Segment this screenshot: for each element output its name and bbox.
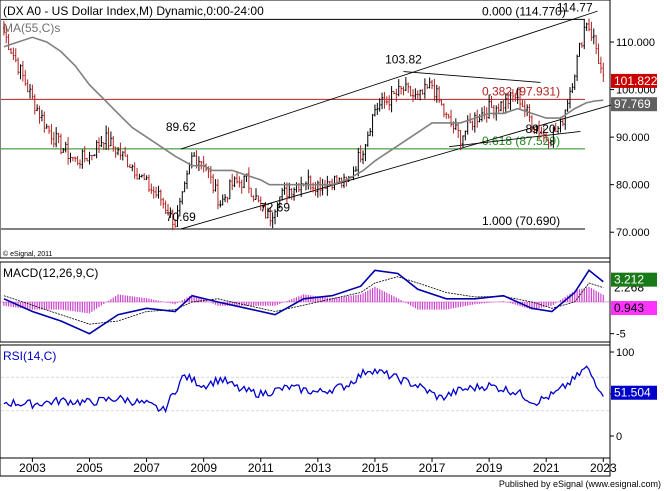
x-axis-tick-label: 2007 xyxy=(133,461,160,475)
fib-level-label: 1.000 (70.690) xyxy=(482,214,560,228)
trend-line xyxy=(180,10,598,150)
x-axis-tick-label: 2017 xyxy=(419,461,446,475)
macd-y-tick-label: -5 xyxy=(616,329,626,341)
price-annotation: 89.20 xyxy=(525,122,555,136)
x-axis-tick-label: 2021 xyxy=(533,461,560,475)
x-axis-tick-label: 2019 xyxy=(476,461,503,475)
last-price-tag: 101.822 xyxy=(614,74,658,88)
x-axis-tick-label: 2003 xyxy=(19,461,46,475)
x-axis-tick-label: 2005 xyxy=(76,461,103,475)
price-annotation: 89.62 xyxy=(166,120,196,134)
ma-value-tag: 97.769 xyxy=(614,97,651,111)
macd-plot: -5 xyxy=(1,269,626,341)
footer-credit: Published by eSignal (www.esignal.com) xyxy=(499,479,661,489)
macd-histogram-tag-bg xyxy=(611,301,657,316)
price-y-tick-label: 80.000 xyxy=(616,180,650,192)
price-annotation: 70.69 xyxy=(166,210,196,224)
rsi-title: RSI(14,C) xyxy=(3,349,56,363)
chart-title: (DX A0 - US Dollar Index,M) Dynamic,0:00… xyxy=(3,4,264,18)
price-panel xyxy=(0,0,611,259)
price-y-tick-label: 70.000 xyxy=(616,227,650,239)
macd-title: MACD(12,26,9,C) xyxy=(3,266,98,280)
last-price-tag-bg xyxy=(611,73,657,88)
macd-value-tag: 3.212 xyxy=(614,273,644,287)
trend-line xyxy=(403,71,541,83)
macd-signal-line xyxy=(3,276,604,325)
macd-line xyxy=(3,269,604,335)
rsi-panel xyxy=(0,344,611,459)
copyright-label: © eSignal, 2011 xyxy=(3,250,53,258)
trend-line xyxy=(449,130,581,148)
macd-histogram-tag: 0.943 xyxy=(614,301,644,315)
price-annotation: 103.82 xyxy=(385,52,422,66)
ma-value-tag-bg xyxy=(611,97,657,112)
fib-level-label: 0.382 (97.931) xyxy=(482,84,560,98)
fib-level-label: 0.000 (114.770) xyxy=(482,4,566,18)
x-axis-tick-label: 2015 xyxy=(362,461,389,475)
x-axis-tick-label: 2009 xyxy=(190,461,217,475)
macd-value-tag-bg xyxy=(611,272,657,287)
x-axis-tick-label: 2011 xyxy=(248,461,274,475)
price-y-tick-label: 90.000 xyxy=(616,132,650,144)
ma-label: MA(55,C)s xyxy=(3,21,60,35)
rsi-y-tick-label: 100 xyxy=(616,347,634,359)
x-axis: 2003 2005 2007 2009 2011 2013 2015 2017 2019 2021… xyxy=(19,458,617,475)
ma-line xyxy=(3,36,604,186)
rsi-y-tick-label: 0 xyxy=(616,431,622,443)
x-axis-tick-label: 2013 xyxy=(304,461,331,475)
rsi-line xyxy=(3,365,604,414)
trend-line xyxy=(180,98,632,230)
x-axis-tick-label: 2023 xyxy=(590,461,617,475)
fib-level-label: 0.618 (87.529) xyxy=(482,134,560,148)
price-annotation: 72.69 xyxy=(260,200,290,214)
rsi-value-tag-bg xyxy=(611,385,657,400)
price-y-tick-label: 110.000 xyxy=(616,37,655,49)
rsi-value-tag: 51.504 xyxy=(614,386,651,400)
price-annotation: 114.77 xyxy=(557,0,593,14)
